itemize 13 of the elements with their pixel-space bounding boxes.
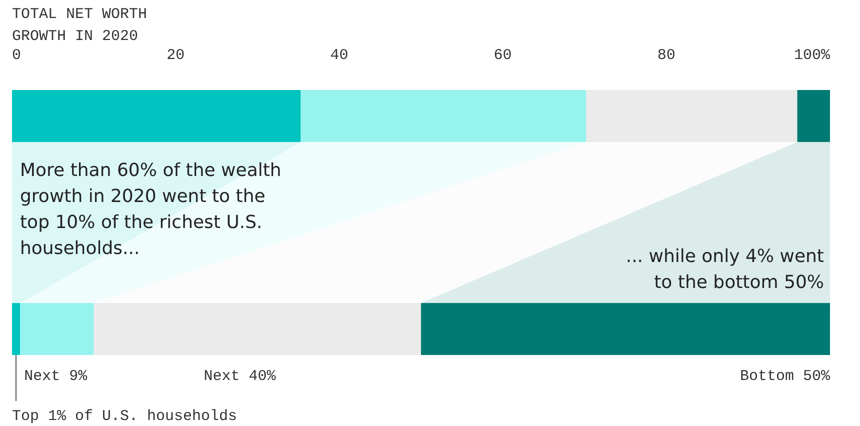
x-tick-label: 40 — [330, 47, 348, 64]
text: Top 1% of U.S. households — [12, 408, 238, 425]
annotation: ... while only 4% went to the bottom 50% — [626, 246, 824, 293]
series-label: Bottom 50% — [740, 368, 831, 385]
x-tick-label: 20 — [166, 47, 185, 64]
series-label: Next 9% — [24, 368, 88, 385]
x-tick-label: 60 — [494, 47, 512, 64]
series-label: Next 40% — [204, 368, 277, 385]
text: TOTAL NET WORTH GROWTH IN 2020 — [12, 6, 148, 45]
x-tick-label: 100% — [794, 47, 831, 64]
annotation: More than 60% of the wealth growth in 2020 went to the top 10% of the richest U.S. households... — [20, 160, 282, 259]
x-tick-label: 80 — [657, 47, 676, 64]
x-tick-label: 0 — [12, 47, 22, 64]
